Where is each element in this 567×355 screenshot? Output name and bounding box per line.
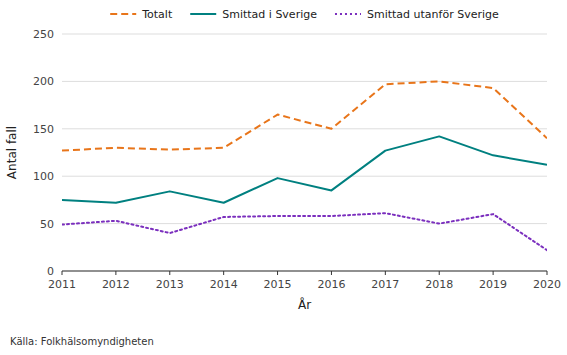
y-tick-label: 50 — [40, 218, 54, 231]
grid-line — [62, 271, 547, 272]
x-tick — [223, 271, 224, 275]
x-tick — [169, 271, 170, 275]
legend-swatch — [110, 13, 136, 15]
series-line — [62, 136, 547, 202]
x-tick — [331, 271, 332, 275]
grid-line — [62, 223, 547, 224]
x-tick-label: 2020 — [533, 278, 561, 291]
x-tick-label: 2014 — [210, 278, 238, 291]
y-tick-label: 200 — [33, 75, 54, 88]
plot-area — [62, 81, 547, 250]
legend-label: Smittad i Sverige — [222, 8, 317, 21]
x-tick-label: 2019 — [479, 278, 507, 291]
x-tick-label: 2011 — [48, 278, 76, 291]
x-tick-label: 2012 — [102, 278, 130, 291]
x-tick-label: 2013 — [156, 278, 184, 291]
x-tick — [439, 271, 440, 275]
chart: 0 50 100 150 200 250 2011 2012 2013 2014 2015 2016 2… — [0, 0, 567, 355]
grid-line — [62, 176, 547, 177]
legend-swatch — [335, 13, 361, 15]
legend-item: Smittad i Sverige — [190, 8, 317, 21]
x-tick-label: 2015 — [264, 278, 292, 291]
grid — [62, 34, 547, 271]
y-axis-label: Antal fall — [5, 126, 19, 179]
x-tick-label: 2016 — [317, 278, 345, 291]
x-tick — [385, 271, 386, 275]
legend: Totalt Smittad i Sverige Smittad utanför S… — [110, 8, 499, 21]
x-axis-line — [62, 271, 547, 272]
x-tick — [277, 271, 278, 275]
x-axis-label: År — [298, 297, 311, 312]
series-line — [62, 81, 547, 150]
x-tick-label: 2017 — [371, 278, 399, 291]
y-tick-label: 100 — [33, 170, 54, 183]
grid-line — [62, 128, 547, 129]
y-tick-label: 150 — [33, 123, 54, 136]
x-tick — [115, 271, 116, 275]
y-tick-label: 0 — [47, 265, 54, 278]
series-line — [62, 213, 547, 250]
x-tick — [493, 271, 494, 275]
x-tick — [62, 271, 63, 275]
y-tick-label: 250 — [33, 28, 54, 41]
x-tick — [547, 271, 548, 275]
source-note: Källa: Folkhälsomyndigheten — [10, 336, 154, 347]
legend-label: Totalt — [141, 8, 173, 21]
grid-line — [62, 81, 547, 82]
legend-item: Totalt — [110, 8, 173, 21]
legend-item: Smittad utanför Sverige — [335, 8, 499, 21]
legend-label: Smittad utanför Sverige — [367, 8, 499, 21]
x-tick-label: 2018 — [425, 278, 453, 291]
legend-swatch — [190, 13, 216, 15]
grid-line — [62, 34, 547, 35]
